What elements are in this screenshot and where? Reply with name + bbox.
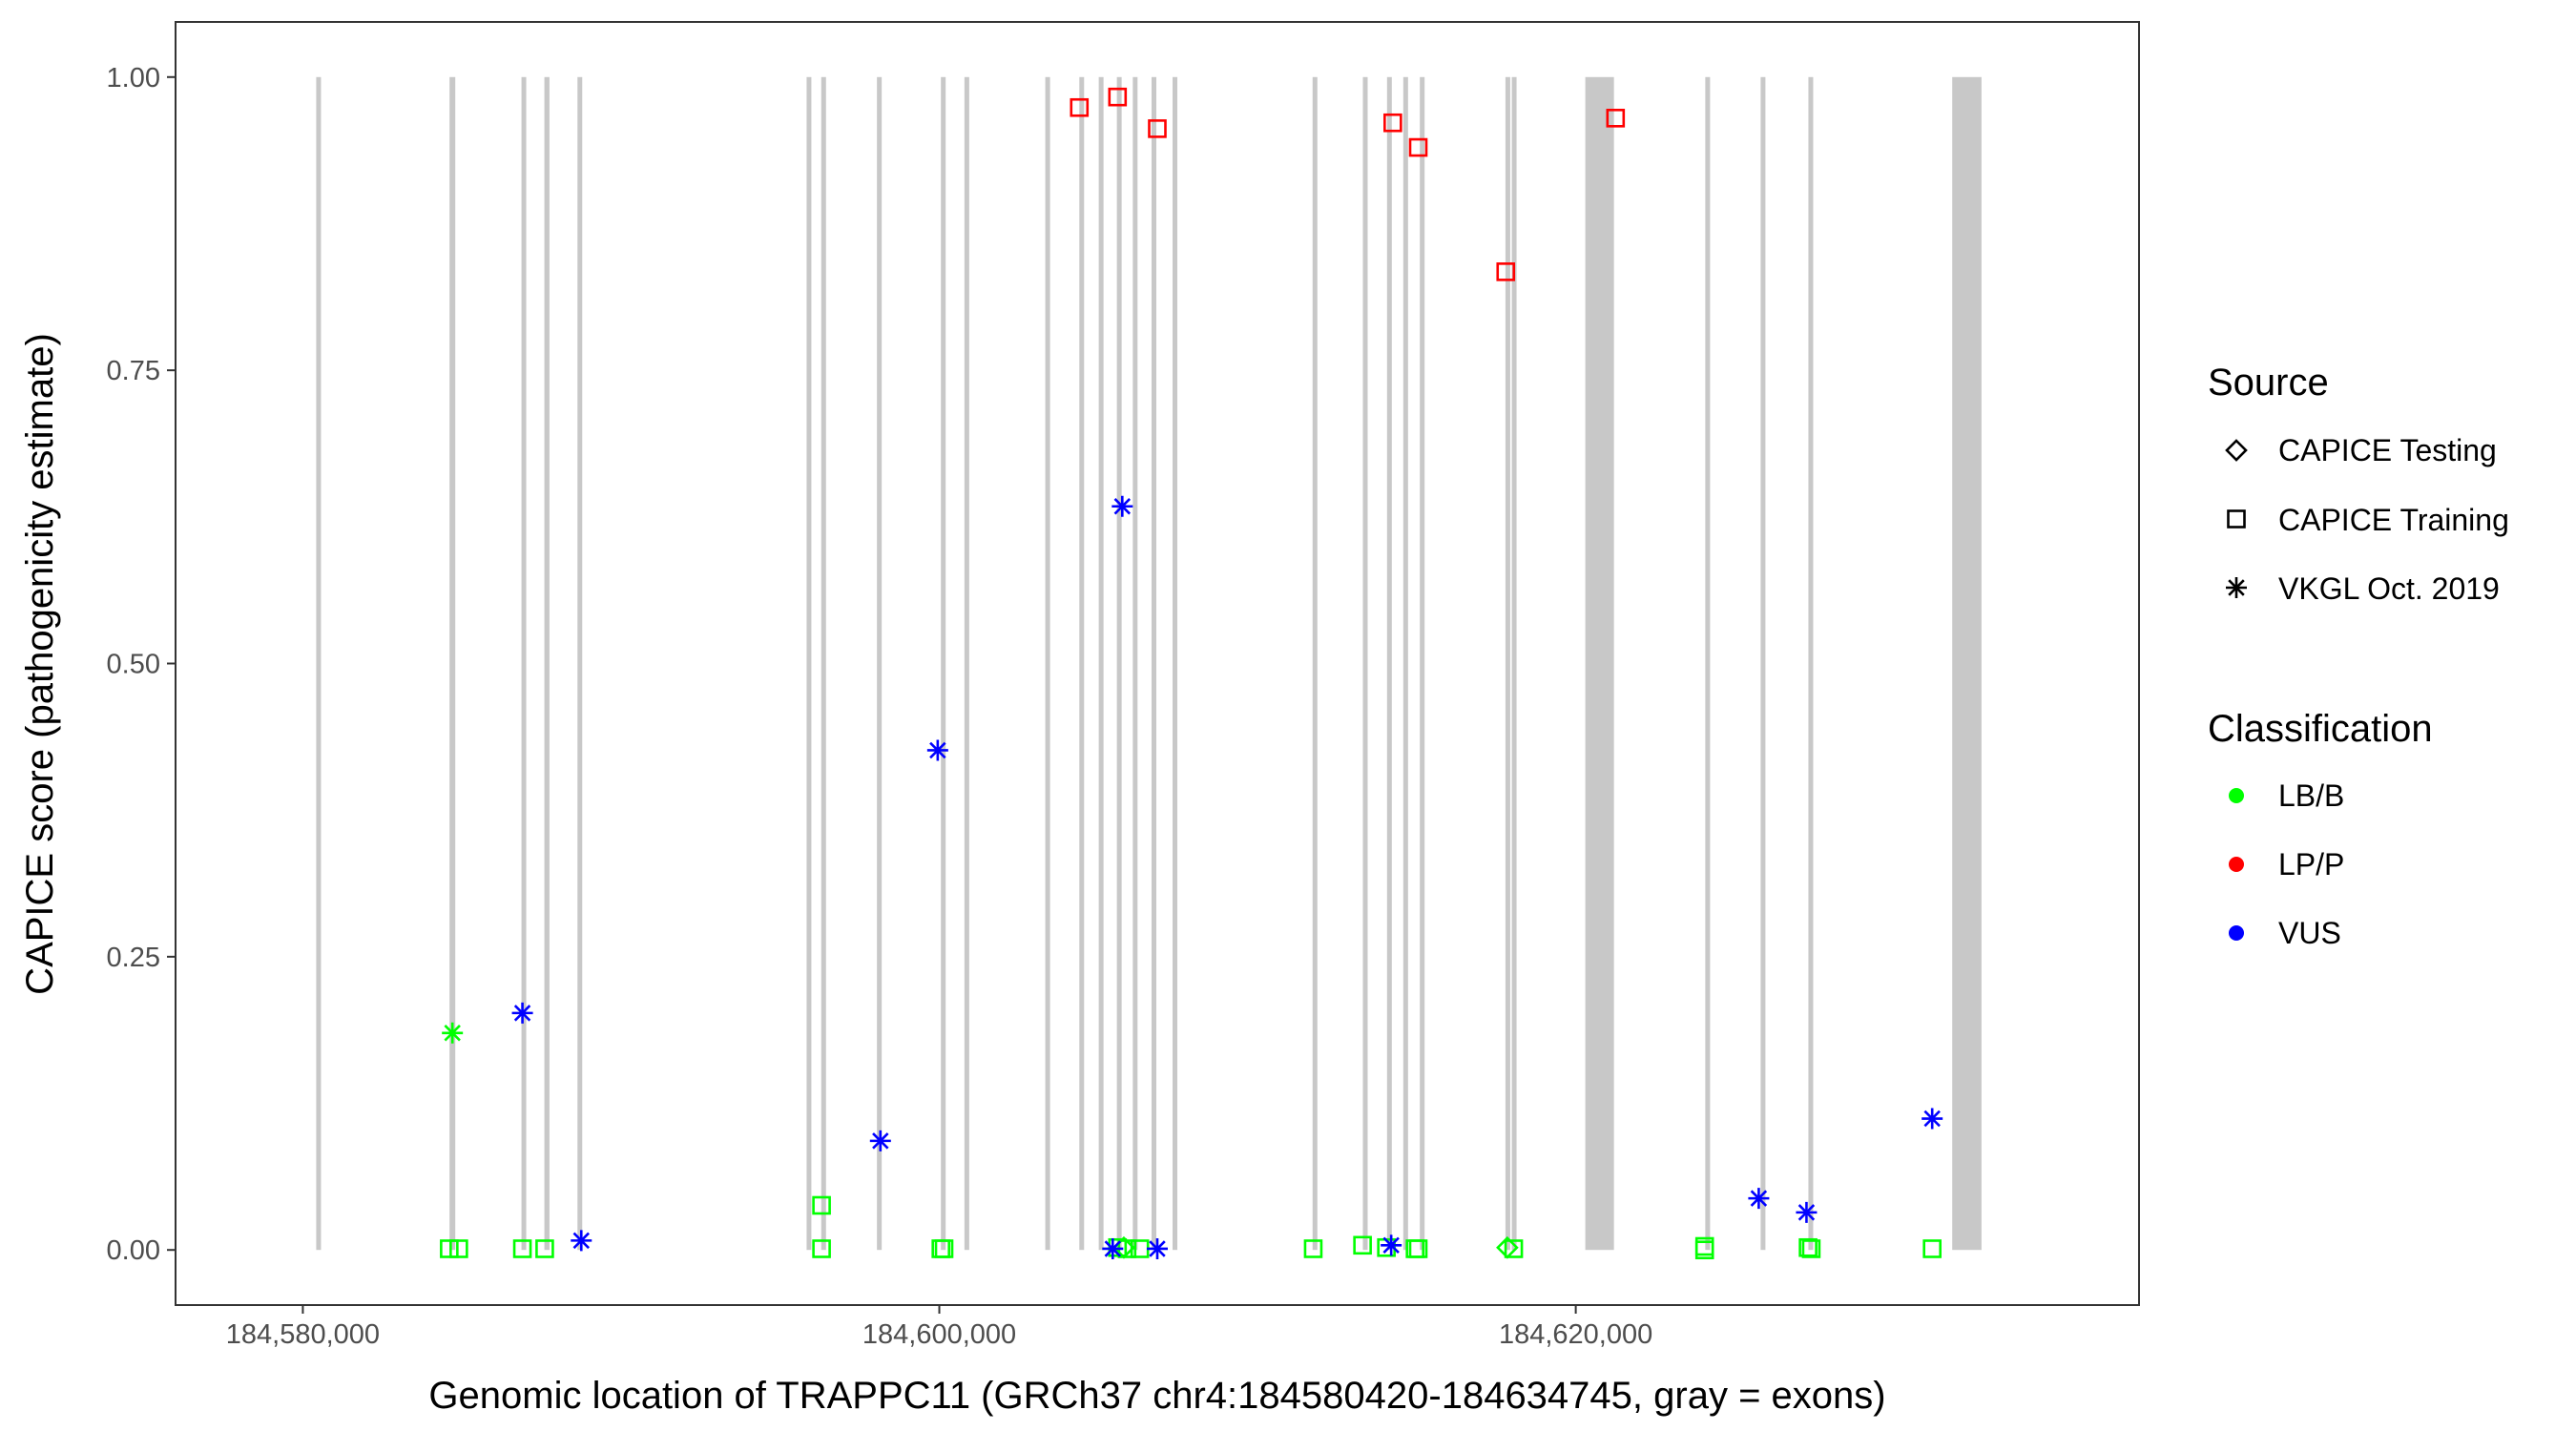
exon-band-26: [1705, 76, 1711, 1251]
legend-label-vus: VUS: [2278, 916, 2341, 950]
y-tick-label: 0.75: [107, 356, 160, 386]
legend-key-vkgl-oct-2019: [2226, 577, 2247, 598]
exon-band-11: [1045, 76, 1050, 1251]
exon-band-4: [544, 76, 550, 1251]
point-vkgl-oct-2019-vus-35: [869, 1130, 891, 1151]
exon-band-27: [1760, 76, 1766, 1251]
exon-band-8: [877, 76, 883, 1251]
point-capice-training-lp-p-6: [1496, 262, 1516, 281]
exon-band-25: [1585, 76, 1614, 1251]
x-tick-label: 184,620,000: [1499, 1319, 1652, 1350]
x-tick-label: 184,580,000: [226, 1319, 380, 1350]
exon-band-1: [316, 76, 322, 1251]
point-capice-training-lb-b-29: [1922, 1239, 1942, 1258]
point-vkgl-oct-2019-vus-33: [511, 1002, 533, 1024]
exon-band-15: [1132, 76, 1138, 1251]
data-points: [440, 87, 1943, 1260]
exon-band-16: [1151, 76, 1156, 1251]
exon-band-21: [1402, 76, 1408, 1251]
exon-band-18: [1312, 76, 1318, 1251]
legend-key-capice-testing: [2225, 439, 2248, 462]
point-vkgl-oct-2019-vus-38: [1102, 1237, 1124, 1259]
y-axis: 0.00 0.25 0.50 0.75 1.00: [107, 63, 176, 1266]
legend-key-lb-b: [2229, 788, 2244, 803]
point-capice-training-lp-p-4: [1383, 113, 1402, 133]
point-capice-training-lb-b-26: [1694, 1240, 1714, 1260]
exon-band-28: [1808, 76, 1814, 1251]
point-capice-training-lb-b-8: [440, 1239, 459, 1258]
exon-band-23: [1505, 76, 1510, 1251]
y-tick-label: 0.50: [107, 650, 160, 680]
point-capice-training-lb-b-10: [512, 1239, 532, 1258]
point-capice-training-lb-b-15: [934, 1239, 954, 1258]
exon-band-12: [1079, 76, 1085, 1251]
point-capice-training-lp-p-1: [1070, 97, 1090, 117]
legend: Source CAPICE Testing CAPICE Training VK…: [2208, 362, 2509, 950]
point-capice-training-lp-p-2: [1108, 87, 1128, 107]
x-axis: 184,580,000 184,600,000 184,620,000: [226, 1305, 1652, 1350]
exon-band-7: [821, 76, 826, 1251]
point-capice-training-lb-b-23: [1408, 1239, 1428, 1258]
point-capice-training-lb-b-13: [812, 1239, 831, 1258]
exon-band-3: [521, 76, 527, 1251]
exon-band-2: [449, 76, 456, 1251]
point-capice-training-lp-p-3: [1148, 119, 1167, 138]
point-capice-training-lb-b-20: [1353, 1235, 1372, 1255]
exon-band-6: [806, 76, 812, 1251]
legend-classification-keys: [2229, 788, 2244, 941]
legend-label-vkgl: VKGL Oct. 2019: [2278, 571, 2500, 606]
point-capice-training-lp-p-5: [1408, 137, 1428, 157]
legend-key-lp-p: [2229, 857, 2244, 872]
point-capice-training-lb-b-12: [812, 1195, 831, 1215]
legend-label-capice-training: CAPICE Training: [2278, 503, 2509, 537]
exon-band-5: [577, 76, 583, 1251]
point-capice-training-lb-b-24: [1504, 1239, 1524, 1258]
plot-panel-background: [176, 22, 2139, 1305]
point-vkgl-oct-2019-vus-41: [1748, 1188, 1770, 1210]
exon-band-22: [1420, 76, 1425, 1251]
y-axis-title: CAPICE score (pathogenicity estimate): [19, 333, 61, 995]
legend-title-source: Source: [2208, 362, 2329, 404]
exon-band-19: [1362, 76, 1368, 1251]
y-tick-label: 0.25: [107, 943, 160, 973]
legend-label-lb-b: LB/B: [2278, 778, 2344, 813]
point-capice-testing-lb-b-31: [1496, 1235, 1519, 1259]
legend-label-capice-testing: CAPICE Testing: [2278, 433, 2497, 467]
point-vkgl-oct-2019-vus-39: [1147, 1237, 1168, 1259]
legend-title-classification: Classification: [2208, 708, 2433, 750]
exon-band-13: [1098, 76, 1104, 1251]
point-vkgl-oct-2019-vus-42: [1796, 1201, 1818, 1223]
point-capice-training-lb-b-28: [1801, 1239, 1821, 1258]
exon-band-17: [1173, 76, 1178, 1251]
legend-source-keys: [2225, 439, 2248, 598]
exon-band-29: [1952, 76, 1982, 1251]
point-capice-training-lb-b-9: [449, 1239, 468, 1258]
point-vkgl-oct-2019-vus-34: [571, 1230, 592, 1252]
point-vkgl-oct-2019-vus-43: [1922, 1108, 1943, 1130]
legend-label-lp-p: LP/P: [2278, 847, 2344, 881]
point-vkgl-oct-2019-vus-36: [926, 739, 948, 761]
exon-band-10: [964, 76, 969, 1251]
exon-band-9: [941, 76, 946, 1251]
y-tick-label: 1.00: [107, 63, 160, 93]
x-axis-title: Genomic location of TRAPPC11 (GRCh37 chr…: [428, 1375, 1885, 1417]
point-vkgl-oct-2019-vus-37: [1111, 495, 1133, 517]
legend-key-vus: [2229, 925, 2244, 941]
legend-key-capice-training: [2227, 509, 2246, 529]
x-tick-label: 184,600,000: [862, 1319, 1016, 1350]
point-vkgl-oct-2019-vus-40: [1381, 1234, 1402, 1256]
point-capice-training-lp-p-7: [1606, 109, 1626, 128]
exon-band-20: [1386, 76, 1392, 1251]
point-capice-training-lb-b-19: [1303, 1239, 1323, 1258]
y-tick-label: 0.00: [107, 1235, 160, 1266]
exon-band-24: [1511, 76, 1517, 1251]
exon-bands: [316, 76, 1982, 1251]
point-capice-training-lb-b-11: [535, 1239, 554, 1258]
exon-band-14: [1116, 76, 1122, 1251]
point-vkgl-oct-2019-lb-b-32: [442, 1022, 464, 1044]
